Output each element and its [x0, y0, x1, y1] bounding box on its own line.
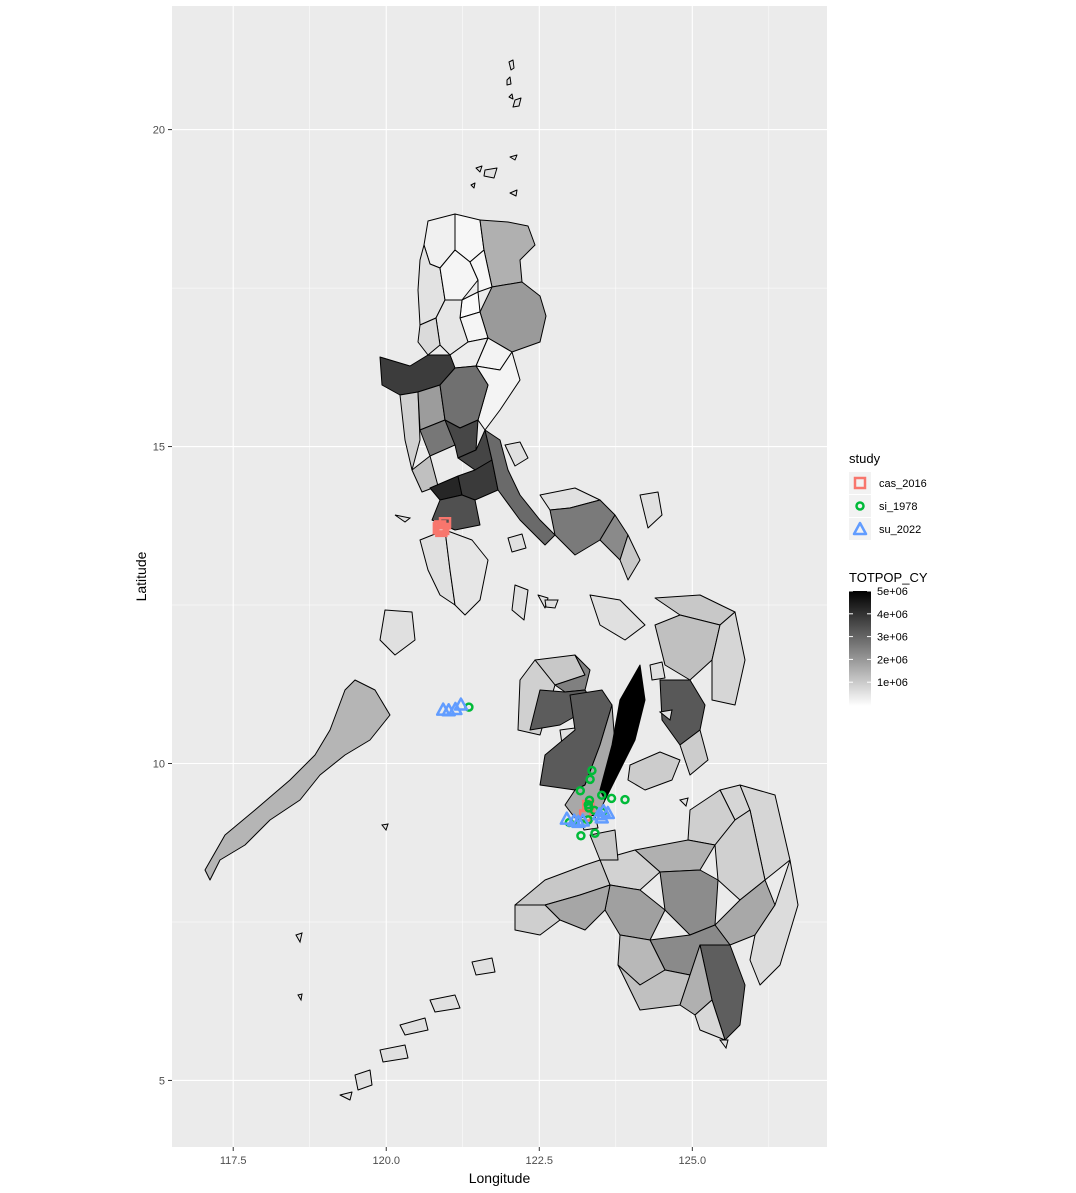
si_1978-point — [590, 828, 600, 838]
su_2022-point — [559, 811, 575, 825]
y-tick-label: 20 — [153, 125, 165, 137]
colorbar-label: 3e+06 — [877, 632, 908, 644]
masbate — [589, 594, 646, 641]
sulu-islands — [379, 994, 461, 1063]
province-southern-leyte — [679, 729, 709, 776]
province-zambales — [399, 391, 421, 471]
polillo-islands — [504, 441, 529, 467]
y-tick-label: 10 — [153, 758, 165, 770]
y-tick-label: 15 — [153, 442, 165, 454]
x-axis-ticks: 117.5 120.0 122.5 125.0 — [220, 1147, 706, 1167]
province-cebu — [599, 664, 646, 801]
legend-key-background — [849, 472, 871, 494]
legend-key-cas_2016 — [853, 476, 867, 490]
province-oriental-mindoro — [444, 529, 489, 616]
province-davao-oriental — [749, 859, 799, 986]
x-tick-label: 120.0 — [372, 1155, 400, 1167]
y-axis-ticks: 5 10 15 20 — [153, 125, 172, 1087]
su_2022-point — [571, 814, 586, 829]
study-legend-keys: cas_2016 si_1978 su_2022 — [849, 472, 927, 540]
calamian-islands — [379, 609, 416, 656]
study-legend: study cas_2016 si_1978 su_2022 — [849, 451, 927, 540]
si_1978-point — [575, 786, 586, 796]
legend-label: si_1978 — [879, 501, 918, 513]
colorbar-label: 1e+06 — [877, 677, 908, 689]
legend-key-background — [849, 518, 871, 540]
study-points — [432, 517, 630, 841]
legend-label: cas_2016 — [879, 478, 927, 490]
x-axis-title: Longitude — [469, 1170, 531, 1186]
legend-key-su_2022 — [852, 521, 868, 536]
su_2022-point — [575, 813, 591, 827]
colorbar-label: 4e+06 — [877, 609, 908, 621]
si_1978-point — [576, 831, 586, 841]
population-colorbar — [849, 591, 871, 706]
legend-key-background — [849, 495, 871, 517]
cas_2016-point — [435, 524, 448, 538]
si_1978-point — [596, 790, 607, 800]
study-legend-title: study — [849, 451, 881, 466]
colorbar-label: 2e+06 — [877, 654, 908, 666]
philippines-map — [204, 59, 799, 1101]
x-tick-label: 117.5 — [220, 1155, 247, 1167]
province-zamboanga-sibugay — [514, 904, 561, 936]
cas_2016-point — [432, 522, 446, 535]
province-benguet — [435, 299, 469, 356]
province-eastern-samar — [711, 611, 746, 706]
batanes-islands — [506, 59, 522, 108]
su_2022-point — [594, 810, 609, 824]
province-sorsogon — [619, 534, 641, 581]
province-palawan — [204, 679, 391, 881]
si_1978-point — [585, 774, 595, 785]
province-la-union — [417, 317, 441, 356]
province-surigao-del-sur — [739, 784, 791, 881]
su_2022-point — [453, 697, 469, 711]
su_2022-point — [448, 701, 463, 716]
population-legend-title: TOTPOP_CY — [849, 570, 928, 585]
population-colorbar-labels: 5e+06 4e+06 3e+06 2e+06 1e+06 — [849, 586, 908, 689]
province-catanduanes — [639, 491, 663, 529]
y-tick-label: 5 — [159, 1075, 165, 1087]
tawi-tawi — [339, 1069, 373, 1101]
babuyan-islands — [470, 154, 518, 197]
biliran — [649, 661, 666, 681]
population-legend: TOTPOP_CY 5e+06 4e+06 3e+06 2e+06 1e+06 — [849, 570, 928, 706]
marinduque — [507, 533, 527, 553]
basilan — [471, 957, 496, 976]
su_2022-point — [600, 805, 616, 820]
province-bohol — [627, 751, 681, 791]
legend-key-si_1978 — [855, 501, 865, 511]
minor-islets — [295, 514, 729, 1050]
x-tick-label: 122.5 — [526, 1155, 554, 1167]
si_1978-point — [606, 793, 617, 804]
legend-label: su_2022 — [879, 524, 921, 536]
si_1978-point — [587, 765, 597, 776]
si_1978-point — [620, 794, 630, 805]
x-tick-label: 125.0 — [679, 1155, 707, 1167]
y-axis-title: Latitude — [133, 551, 149, 601]
colorbar-label: 5e+06 — [877, 586, 908, 598]
province-south-cotabato — [679, 944, 713, 1016]
province-kalinga — [469, 249, 493, 293]
